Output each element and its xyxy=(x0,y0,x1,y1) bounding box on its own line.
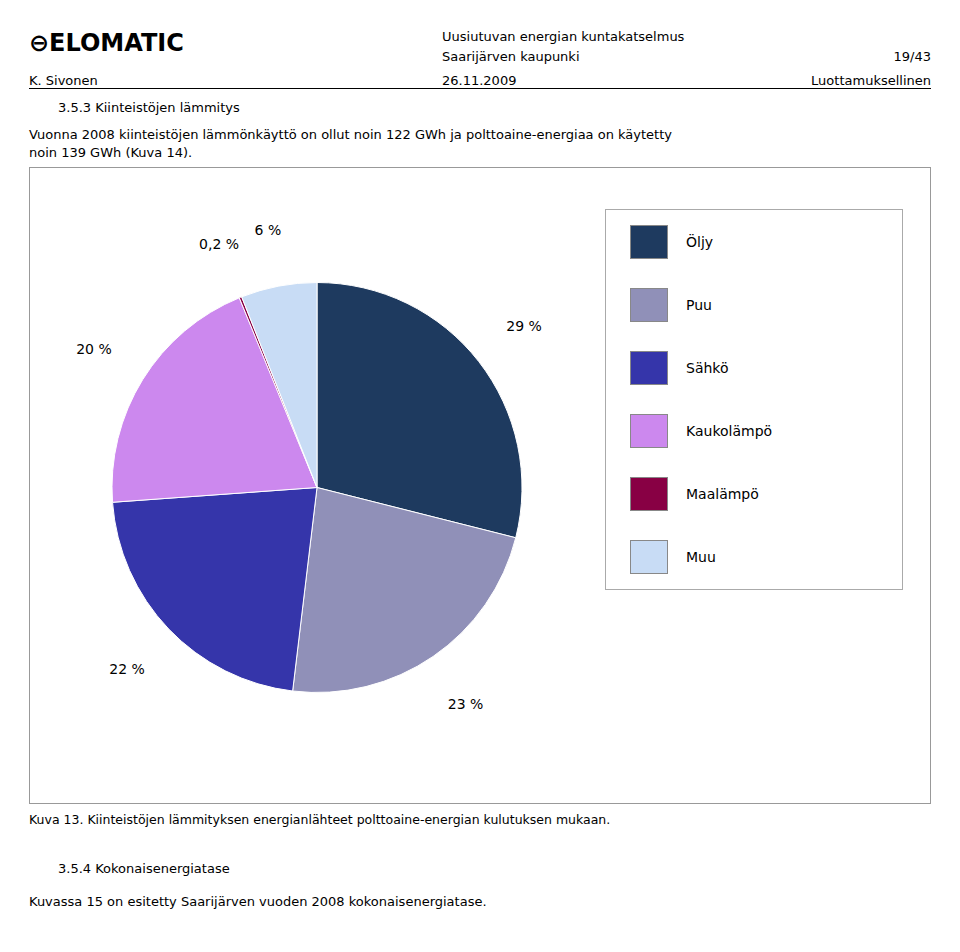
html-text:3.5.4 Kokonaisenergiatase: 3.5.4 Kokonaisenergiatase xyxy=(58,861,230,876)
svg-text:22 %: 22 % xyxy=(109,661,145,677)
html-text:Kuva 13. Kiinteistöjen lämmity: Kuva 13. Kiinteistöjen lämmityksen energ… xyxy=(29,812,611,827)
html-text:Uusiutuvan energian kuntakatse: Uusiutuvan energian kuntakatselmus xyxy=(442,29,685,44)
html-text:Kaukolämpö: Kaukolämpö xyxy=(686,423,773,440)
html-text:Puu: Puu xyxy=(686,296,712,313)
html-text:Muu: Muu xyxy=(686,549,716,566)
svg-text:23 %: 23 % xyxy=(448,696,484,712)
html-text:K. Sivonen: K. Sivonen xyxy=(29,73,98,88)
html-text:noin 139 GWh (Kuva 14).: noin 139 GWh (Kuva 14). xyxy=(29,145,193,160)
html-text:Saarijärven kaupunki: Saarijärven kaupunki xyxy=(442,49,580,64)
html-text:19/43: 19/43 xyxy=(893,49,931,64)
html-text:Maalämpö: Maalämpö xyxy=(686,486,759,503)
html-text:⊖ELOMATIC: ⊖ELOMATIC xyxy=(29,29,184,57)
html-text:Öljy: Öljy xyxy=(686,233,714,250)
html-text:Luottamuksellinen: Luottamuksellinen xyxy=(811,73,931,88)
html-text:Sähkö: Sähkö xyxy=(686,359,729,376)
svg-text:0,2 %: 0,2 % xyxy=(199,236,239,252)
svg-text:29 %: 29 % xyxy=(506,318,542,334)
html-text:26.11.2009: 26.11.2009 xyxy=(442,73,517,88)
html-text:3.5.3 Kiinteistöjen lämmitys: 3.5.3 Kiinteistöjen lämmitys xyxy=(58,100,240,115)
svg-text:6 %: 6 % xyxy=(255,222,282,238)
html-text:Vuonna 2008 kiinteistöjen lämm: Vuonna 2008 kiinteistöjen lämmönkäyttö o… xyxy=(29,127,672,142)
svg-text:20 %: 20 % xyxy=(76,341,112,357)
html-text:Kuvassa 15 on esitetty Saarijä: Kuvassa 15 on esitetty Saarijärven vuode… xyxy=(29,894,487,909)
